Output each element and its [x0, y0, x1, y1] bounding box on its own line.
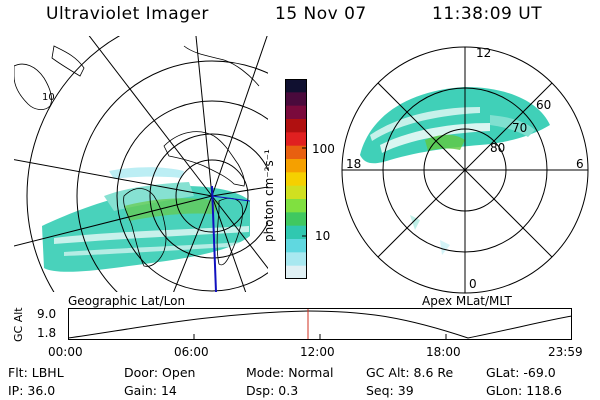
- footer-glon: GLon: 118.6: [486, 383, 562, 398]
- colorbar-tick-100: 100: [312, 142, 335, 156]
- map-corner-label: 10: [42, 92, 55, 103]
- colorbar-segment: [285, 145, 307, 160]
- colorbar-segment: [285, 159, 307, 173]
- colorbar-segment: [285, 79, 307, 93]
- gc-alt-ytick-low: 1.8: [37, 326, 57, 340]
- colorbar-segment: [285, 265, 307, 279]
- mlat-label-80: 80: [490, 141, 506, 155]
- footer-gc-alt: GC Alt: 8.6 Re: [366, 365, 454, 380]
- satellite-meridian: [211, 185, 217, 292]
- colorbar-segment: [285, 199, 307, 213]
- gc-xtick-3: 18:00: [426, 345, 461, 359]
- gc-xtick-2: 12:00: [300, 345, 335, 359]
- colorbar-segment: [285, 185, 307, 200]
- date-label: 15 Nov 07: [275, 4, 367, 24]
- mlat-label-60: 60: [536, 98, 552, 112]
- colorbar-segment: [285, 132, 307, 147]
- gc-alt-ylabel: GC Alt: [12, 307, 25, 342]
- right-map-caption: Apex MLat/MLT: [422, 294, 512, 308]
- colorbar-segment: [285, 92, 307, 107]
- footer-mode: Mode: Normal: [246, 365, 334, 380]
- footer-glat: GLat: -69.0: [486, 365, 556, 380]
- geographic-map: [14, 36, 268, 292]
- colorbar-segment: [285, 119, 307, 133]
- colorbar-tick-10: 10: [315, 229, 331, 243]
- gc-xtick-4: 23:59: [548, 345, 583, 359]
- colorbar-segment: [285, 239, 307, 253]
- colorbar: [285, 79, 307, 279]
- gc-alt-plot: [68, 308, 572, 340]
- time-label: 11:38:09 UT: [432, 4, 543, 24]
- gc-xtick-0: 00:00: [48, 345, 83, 359]
- left-map-caption: Geographic Lat/Lon: [68, 294, 186, 308]
- polar-plot: [341, 46, 589, 294]
- aurora-band-left: [42, 167, 250, 272]
- gc-xtick-1: 06:00: [174, 345, 209, 359]
- colorbar-segment: [285, 105, 307, 120]
- footer-seq: Seq: 39: [366, 383, 414, 398]
- gc-alt-ytick-high: 9.0: [37, 307, 57, 321]
- colorbar-unit-label: photon cm⁻²s⁻¹: [262, 149, 276, 242]
- aurora-oval-right: [360, 87, 550, 255]
- footer-flt: Flt: LBHL: [8, 365, 64, 380]
- footer-ip: IP: 36.0: [8, 383, 56, 398]
- colorbar-segment: [285, 225, 307, 240]
- mlt-label-bottom: 0: [469, 277, 477, 291]
- mlat-label-70: 70: [512, 121, 528, 135]
- colorbar-segment: [285, 212, 307, 227]
- mlt-label-top: 12: [476, 46, 492, 60]
- instrument-title: Ultraviolet Imager: [46, 4, 209, 24]
- colorbar-segment: [285, 172, 307, 187]
- colorbar-segment: [285, 252, 307, 267]
- footer-gain: Gain: 14: [124, 383, 177, 398]
- mlt-label-left: 18: [346, 157, 362, 171]
- mlt-label-right: 6: [576, 157, 584, 171]
- footer-dsp: Dsp: 0.3: [246, 383, 299, 398]
- footer-door: Door: Open: [124, 365, 196, 380]
